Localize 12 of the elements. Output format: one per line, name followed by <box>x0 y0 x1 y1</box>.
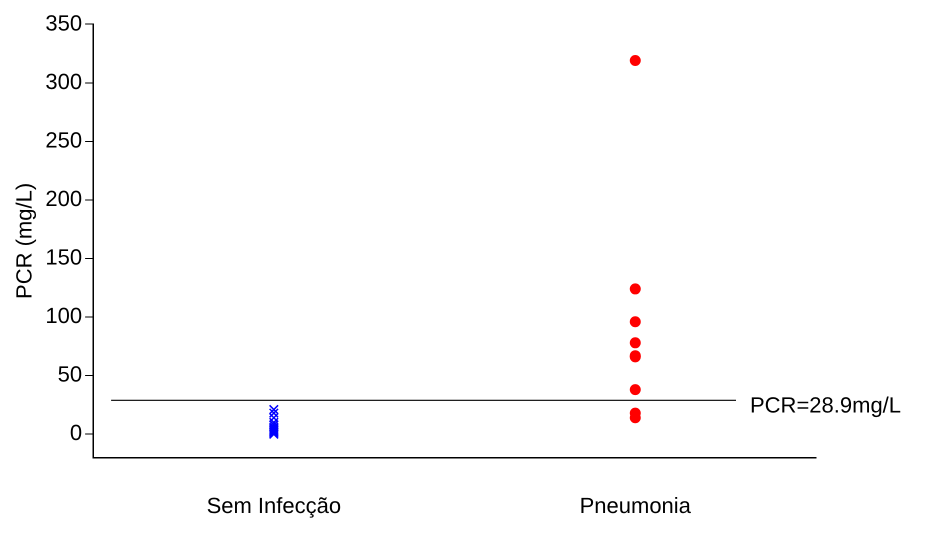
y-tick-label: 300 <box>45 68 82 94</box>
y-tick-label: 0 <box>70 420 82 446</box>
y-tick-label: 350 <box>45 10 82 36</box>
x-tick-label: Sem Infecção <box>206 492 342 518</box>
y-tick-label: 250 <box>45 127 82 152</box>
y-tick-label: 50 <box>58 362 82 387</box>
y-tick-label: 150 <box>45 244 82 270</box>
y-axis-title: PCR (mg/L) <box>11 182 36 299</box>
ref-line-label: PCR=28.9mg/L <box>750 392 902 418</box>
x-tick-label: Pneumonia <box>580 492 692 518</box>
y-tick-label: 100 <box>45 303 82 328</box>
y-tick-label: 200 <box>45 186 82 211</box>
